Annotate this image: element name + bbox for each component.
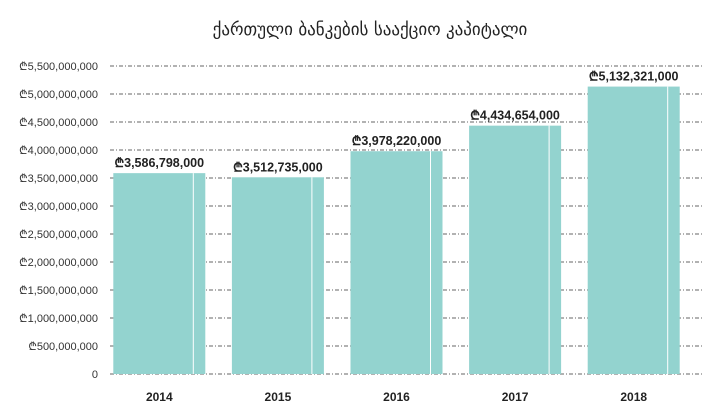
bar bbox=[113, 173, 206, 374]
bar bbox=[469, 125, 562, 374]
bar bbox=[587, 86, 680, 374]
y-tick-label: ₾4,000,000,000 bbox=[19, 145, 98, 157]
chart-title: ქართული ბანკების სააქციო კაპიტალი bbox=[213, 20, 528, 40]
y-tick-label: ₾5,500,000,000 bbox=[19, 61, 98, 73]
data-label: ₾4,434,654,000 bbox=[470, 109, 560, 123]
y-tick-label: ₾2,000,000,000 bbox=[19, 257, 98, 269]
data-labels: ₾3,586,798,000 ₾3,512,735,000 ₾3,978,220,0… bbox=[115, 70, 679, 175]
y-tick-label: ₾3,500,000,000 bbox=[19, 173, 98, 185]
data-label: ₾3,586,798,000 bbox=[115, 156, 205, 170]
y-tick-label: ₾1,000,000,000 bbox=[19, 313, 98, 325]
bar bbox=[350, 151, 443, 374]
y-tick-label: ₾3,000,000,000 bbox=[19, 201, 98, 213]
y-tick-label: 0 bbox=[92, 369, 98, 381]
data-label: ₾5,132,321,000 bbox=[589, 70, 679, 84]
bars bbox=[113, 86, 680, 374]
y-tick-label: ₾4,500,000,000 bbox=[19, 117, 98, 129]
y-axis-ticks: 0 ₾500,000,000 ₾1,000,000,000 ₾1,500,000,00… bbox=[19, 61, 98, 381]
data-label: ₾3,512,735,000 bbox=[233, 160, 323, 174]
y-tick-label: ₾5,000,000,000 bbox=[19, 89, 98, 101]
y-tick-label: ₾500,000,000 bbox=[28, 341, 98, 353]
x-tick-label: 2015 bbox=[265, 390, 292, 404]
x-tick-label: 2017 bbox=[502, 390, 529, 404]
bar bbox=[231, 177, 324, 374]
x-tick-label: 2016 bbox=[383, 390, 410, 404]
y-tick-label: ₾1,500,000,000 bbox=[19, 285, 98, 297]
x-tick-label: 2014 bbox=[146, 390, 173, 404]
x-tick-label: 2018 bbox=[620, 390, 647, 404]
y-tick-label: ₾2,500,000,000 bbox=[19, 229, 98, 241]
x-axis-ticks: 2014 2015 2016 2017 2018 bbox=[146, 390, 647, 404]
data-label: ₾3,978,220,000 bbox=[352, 134, 442, 148]
